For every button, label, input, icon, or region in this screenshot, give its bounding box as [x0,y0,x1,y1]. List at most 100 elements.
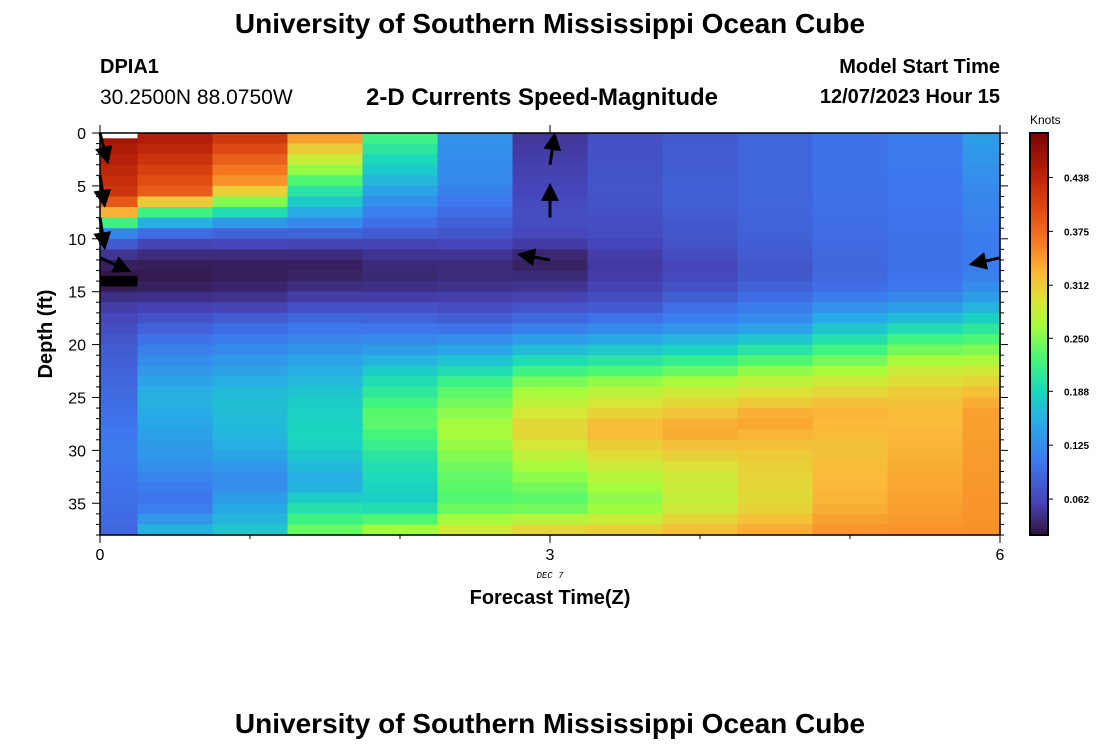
heatmap-cell [212,450,289,462]
colorbar-segment [1030,210,1048,214]
heatmap-cell [437,365,514,377]
heatmap-cell [737,513,814,526]
heatmap-cell [512,450,589,462]
heatmap-cell [362,513,439,526]
heatmap-cell [662,334,739,346]
colorbar-segment [1030,367,1048,372]
heatmap-cell [212,397,289,409]
heatmap-cell [362,323,439,335]
heatmap-cell [100,471,139,483]
heatmap-cell [512,365,589,377]
heatmap-cell [962,408,1001,420]
colorbar-segment [1030,323,1048,328]
heatmap-cell [287,386,364,399]
heatmap-cell [100,164,139,176]
heatmap-cell [287,238,364,250]
heatmap-cell [737,196,814,208]
heatmap-cell [512,376,589,388]
heatmap-cell [287,196,364,208]
heatmap-cell [100,439,139,451]
heatmap-cell [587,334,664,346]
colorbar-segment [1030,159,1048,164]
heatmap-cell [212,492,289,504]
heatmap-cell [812,460,889,473]
heatmap-cell [962,270,1001,282]
heatmap-cell [812,376,889,388]
heatmap-cell [587,133,664,145]
heatmap-cell [212,482,289,494]
heatmap-cell [962,429,1001,441]
colorbar-segment [1030,310,1048,315]
heatmap-cell [737,185,814,198]
page-title: University of Southern Mississippi Ocean… [234,8,866,39]
colorbar-segment [1030,347,1048,352]
heatmap-cell [587,143,664,155]
heatmap-cell [662,175,739,187]
colorbar-segment [1030,153,1048,158]
colorbar-segment [1030,411,1048,415]
heatmap-cell [212,154,289,166]
heatmap-cell [100,418,139,430]
heatmap-cell [287,249,364,261]
heatmap-cell [587,175,664,187]
heatmap-cell [812,365,889,377]
colorbar-segment [1030,334,1048,338]
heatmap-cell [137,291,214,303]
heatmap-cell [962,302,1001,314]
heatmap-cell [662,355,739,367]
heatmap-cell [362,302,439,314]
heatmap-cell [100,344,139,356]
heatmap-cell [137,482,214,494]
heatmap-cell [737,133,814,145]
y-tick-label: 10 [68,232,86,249]
colorbar-segment [1030,149,1048,154]
heatmap-cell [100,302,139,314]
heatmap-cell [100,196,139,208]
colorbar-segment [1030,307,1048,312]
heatmap-cell [587,323,664,335]
heatmap-cell [100,429,139,441]
heatmap-cell [362,334,439,346]
heatmap-cell [287,482,364,494]
heatmap-cell [587,249,664,261]
colorbar-segment [1030,421,1048,426]
heatmap-cell [212,418,289,430]
heatmap-cell [962,334,1001,346]
colorbar-segment [1030,350,1048,355]
heatmap-cell [587,154,664,166]
colorbar-segment [1030,364,1048,369]
heatmap-cell [962,228,1001,240]
heatmap-cell [737,397,814,409]
colorbar-segment [1030,327,1048,332]
colorbar-segment [1030,233,1048,238]
colorbar-segment [1030,176,1048,181]
y-tick-label: 15 [68,285,86,302]
heatmap-cell [437,185,514,198]
colorbar-segment [1030,256,1048,261]
colorbar-units-label: Knots [1030,113,1061,127]
heatmap-cell [100,524,139,536]
heatmap-cell [287,281,364,293]
heatmap-cell [512,291,589,303]
heatmap-cell [212,524,289,536]
heatmap-cell [287,270,364,282]
heatmap-cell [512,270,589,282]
heatmap-cell [212,439,289,451]
colorbar-segment [1030,146,1048,151]
heatmap-cell [587,386,664,399]
heatmap-cell [887,291,964,303]
colorbar-segment [1030,236,1048,241]
heatmap-cell [887,312,964,325]
heatmap-cell [512,471,589,483]
heatmap-cell [437,175,514,187]
heatmap-cell [212,228,289,240]
heatmap-cell [812,524,889,536]
heatmap-cell [100,249,139,261]
heatmap-cell [812,344,889,356]
heatmap-cell [737,312,814,325]
heatmap-cell [362,492,439,504]
heatmap-cell [362,450,439,462]
heatmap-cell [512,228,589,240]
heatmap-cell [887,439,964,451]
heatmap-cell [662,376,739,388]
